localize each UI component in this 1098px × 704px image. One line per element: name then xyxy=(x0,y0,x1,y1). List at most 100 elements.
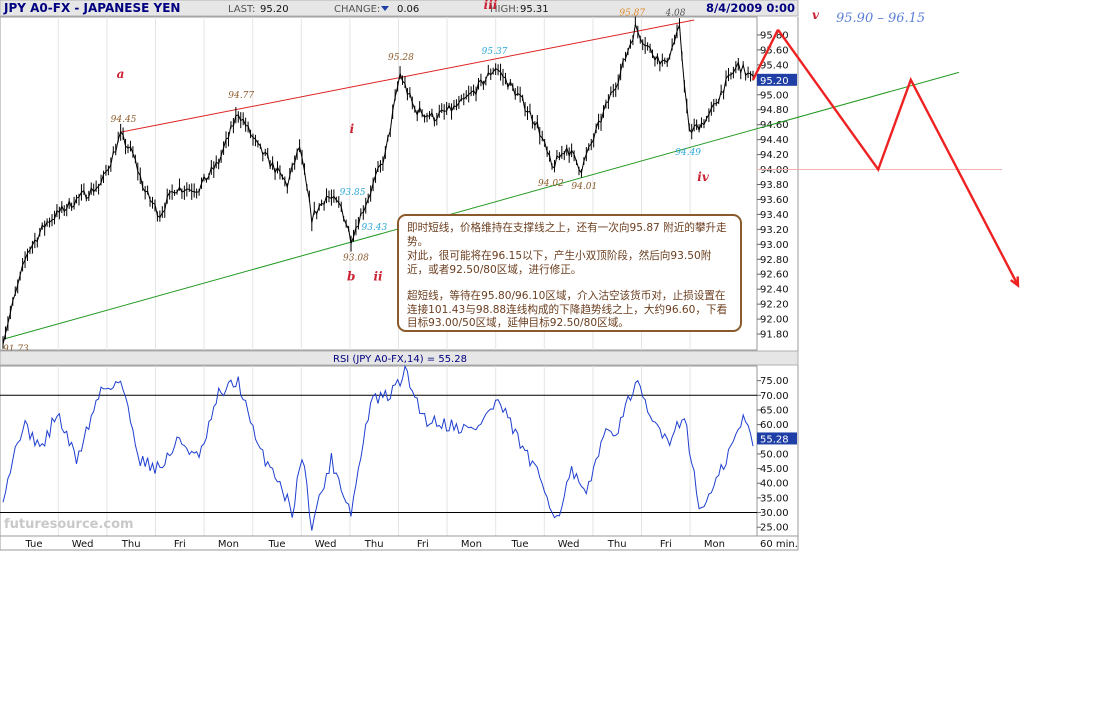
change-down-icon xyxy=(381,6,389,11)
price-label: 4.08 xyxy=(664,9,685,19)
price-label: 94.02 xyxy=(538,179,564,189)
price-y-tick-label: 94.00 xyxy=(760,165,789,176)
rsi-y-tick-label: 25.00 xyxy=(760,523,789,534)
price-label: 93.08 xyxy=(343,253,369,263)
chart-title: JPY A0-FX - JAPANESE YEN xyxy=(3,1,180,15)
rsi-y-tick-label: 40.00 xyxy=(760,479,789,490)
trendline-layer xyxy=(2,19,960,340)
x-tick-label: Mon xyxy=(704,539,725,550)
rsi-y-tick-label: 60.00 xyxy=(760,420,789,431)
price-y-tick-label: 94.60 xyxy=(760,120,789,131)
x-tick-label: Fri xyxy=(660,539,672,550)
price-y-tick-label: 94.80 xyxy=(760,105,789,116)
wave-label: v xyxy=(812,8,820,22)
rsi-y-tick-label: 70.00 xyxy=(760,391,789,402)
price-y-tick-label: 93.20 xyxy=(760,225,789,236)
change-value: 0.06 xyxy=(397,4,419,15)
rsi-series-layer xyxy=(2,364,754,531)
support-trendline xyxy=(2,71,960,340)
price-label: 93.43 xyxy=(361,223,387,233)
rsi-reference-lines xyxy=(0,394,757,514)
wave-label: iii xyxy=(484,0,498,12)
comment-paragraph-3: 超短线，等待在95.80/96.10区域，介入沽空该货币对，止损设置在连接101… xyxy=(407,289,728,330)
price-y-tick-label: 94.20 xyxy=(760,150,789,161)
high-value: 95.31 xyxy=(520,4,549,15)
rsi-title-bar xyxy=(0,350,799,366)
x-tick-label: Tue xyxy=(510,539,528,550)
x-tick-label: Wed xyxy=(315,539,337,550)
last-price-tag-label: 95.20 xyxy=(760,76,789,87)
price-label: 93.85 xyxy=(340,188,366,198)
price-label: 94.49 xyxy=(675,148,701,158)
rsi-y-tick-label: 35.00 xyxy=(760,493,789,504)
x-tick-label: Mon xyxy=(218,539,239,550)
rsi-last-tag-layer: 55.28 xyxy=(757,432,797,445)
rsi-last-tag-label: 55.28 xyxy=(760,434,789,445)
rsi-y-tick-label: 75.00 xyxy=(760,376,789,387)
x-tick-label: Fri xyxy=(174,539,186,550)
price-label: 94.01 xyxy=(571,182,597,192)
x-tick-label: Mon xyxy=(461,539,482,550)
rsi-series-line xyxy=(2,364,754,531)
price-label: 95.28 xyxy=(388,53,414,63)
wave-label: ii xyxy=(373,269,383,283)
x-tick-label: Thu xyxy=(607,539,627,550)
rsi-last-tag xyxy=(757,432,797,445)
x-tick-label: Thu xyxy=(364,539,384,550)
high-label: HIGH: xyxy=(490,4,519,15)
wave-label: b xyxy=(347,269,355,283)
rsi-y-tick-label: 50.00 xyxy=(760,449,789,460)
wave-label: i xyxy=(350,122,355,136)
price-y-tick-label: 95.60 xyxy=(760,45,789,56)
interval-label: 60 min. xyxy=(760,539,798,550)
projection-arrowhead xyxy=(1010,276,1020,288)
last-price-tag xyxy=(757,73,797,86)
price-label-layer: 91.73 94.45 94.77 93.85 93.43 93.08 95.28 95.37… xyxy=(3,9,701,355)
x-tick-label: Tue xyxy=(24,539,42,550)
x-tick-label: Wed xyxy=(72,539,94,550)
price-label: 91.73 xyxy=(3,344,29,354)
wave-label: iv xyxy=(697,170,710,184)
last-value: 95.20 xyxy=(260,4,289,15)
wave-label: a xyxy=(117,67,125,81)
price-y-tick-label: 93.80 xyxy=(760,180,789,191)
price-label: 94.77 xyxy=(228,91,254,101)
price-y-tick-label: 92.80 xyxy=(760,255,789,266)
projection-path xyxy=(777,29,1020,286)
price-y-tick-label: 93.60 xyxy=(760,195,789,206)
comment-paragraph-2: 对此，很可能将在96.15以下，产生小双顶阶段，然后向93.50附近，或者92.… xyxy=(407,249,712,276)
price-y-tick-label: 92.60 xyxy=(760,270,789,281)
price-y-tick-label: 95.40 xyxy=(760,60,789,71)
x-tick-label: Thu xyxy=(121,539,141,550)
x-tick-label: Tue xyxy=(267,539,285,550)
header-bar xyxy=(0,0,799,17)
price-y-tick-label: 95.00 xyxy=(760,90,789,101)
price-series-line xyxy=(2,24,754,345)
price-label: 95.37 xyxy=(482,47,508,57)
rsi-panel xyxy=(0,365,758,537)
rsi-y-tick-label: 45.00 xyxy=(760,464,789,475)
last-price-tag-layer: 95.20 xyxy=(757,73,797,87)
change-label: CHANGE: xyxy=(334,4,380,15)
rsi-y-tick-label: 65.00 xyxy=(760,405,789,416)
rsi-y-tick-label: 30.00 xyxy=(760,508,789,519)
price-y-tick-label: 91.80 xyxy=(760,330,789,341)
price-y-tick-label: 94.40 xyxy=(760,135,789,146)
price-y-tick-label: 92.40 xyxy=(760,285,789,296)
price-series-layer xyxy=(2,16,754,349)
x-tick-label: Fri xyxy=(417,539,429,550)
price-label: 95.87 xyxy=(619,9,645,19)
rsi-title: RSI (JPY A0-FX,14) = 55.28 xyxy=(333,354,467,365)
forecast-target-label: 95.90 – 96.15 xyxy=(836,11,925,26)
resistance-trendline xyxy=(120,19,695,133)
price-y-tick-label: 92.00 xyxy=(760,315,789,326)
header-datetime: 8/4/2009 0:00 xyxy=(706,1,795,15)
price-y-tick-label: 93.00 xyxy=(760,240,789,251)
x-axis-labels: Tue Wed Thu Fri Mon Tue Wed Thu Fri Mon Tue Wed Thu F… xyxy=(24,539,724,550)
rsi-vertical-grid xyxy=(57,366,691,536)
projection-layer xyxy=(751,29,1020,288)
watermark: futuresource.com xyxy=(4,517,134,532)
